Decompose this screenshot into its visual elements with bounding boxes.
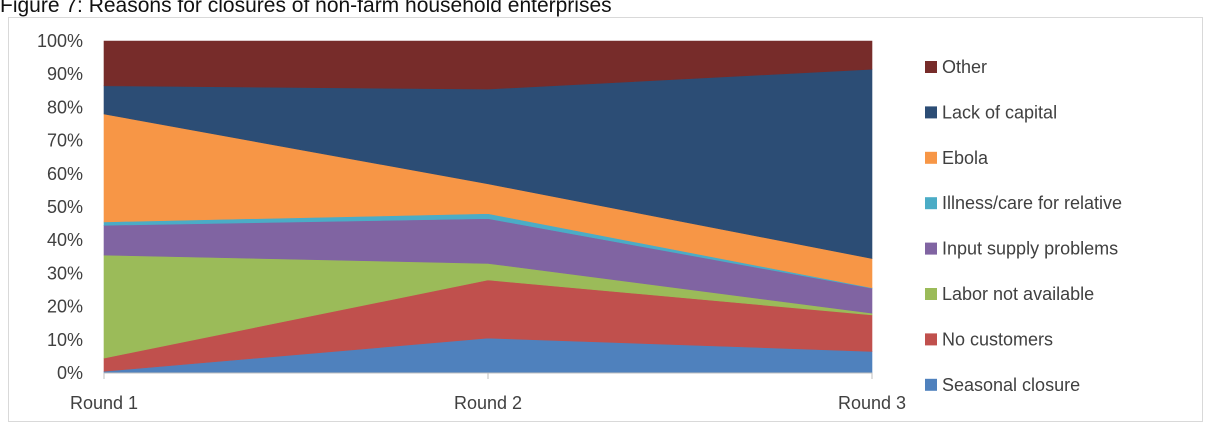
legend-item: Other [925, 57, 987, 77]
y-tick-label: 80% [47, 97, 83, 117]
legend-label: Ebola [942, 148, 989, 168]
y-tick-label: 90% [47, 64, 83, 84]
stacked-area-chart: 0% 10% 20% 30% 40% 50% 60% 70% 80% 90% 100% Round … [37, 31, 1122, 413]
chart-frame: 0% 10% 20% 30% 40% 50% 60% 70% 80% 90% 100% Round … [8, 17, 1203, 422]
y-tick-label: 60% [47, 164, 83, 184]
y-tick-label: 0% [57, 363, 83, 383]
legend-item: Lack of capital [925, 102, 1057, 122]
figure-title: Figure 7: Reasons for closures of non-fa… [0, 0, 612, 17]
legend-label: Illness/care for relative [942, 193, 1122, 213]
legend-swatch [925, 151, 937, 164]
x-axis-ticks: Round 1 Round 2 Round 3 [70, 393, 906, 413]
legend-swatch [925, 61, 937, 73]
legend-label: Other [942, 57, 987, 77]
legend-item: No customers [925, 329, 1053, 349]
y-tick-label: 40% [47, 230, 83, 250]
legend-label: Input supply problems [942, 239, 1118, 259]
area-other [103, 40, 873, 90]
legend: Other Lack of capital Ebola Illness/care fo… [925, 57, 1122, 395]
legend-item: Input supply problems [925, 239, 1118, 259]
legend-item: Labor not available [925, 284, 1094, 304]
legend-label: Seasonal closure [942, 375, 1080, 395]
y-tick-label: 30% [47, 263, 83, 283]
area-layers [103, 40, 873, 374]
legend-item: Illness/care for relative [925, 193, 1122, 213]
y-tick-label: 50% [47, 197, 83, 217]
legend-label: No customers [942, 329, 1053, 349]
legend-swatch [925, 288, 937, 300]
y-tick-label: 10% [47, 330, 83, 350]
y-tick-label: 70% [47, 131, 83, 151]
y-tick-label: 20% [47, 297, 83, 317]
axes [103, 372, 873, 379]
legend-swatch [925, 242, 937, 255]
x-tick-label: Round 2 [454, 393, 522, 413]
legend-item: Seasonal closure [925, 375, 1080, 395]
x-tick-label: Round 3 [838, 393, 906, 413]
legend-label: Lack of capital [942, 102, 1057, 122]
legend-item: Ebola [925, 148, 989, 168]
legend-swatch [925, 106, 937, 119]
legend-swatch [925, 333, 937, 346]
x-tick-label: Round 1 [70, 393, 138, 413]
legend-swatch [925, 378, 937, 391]
legend-swatch [925, 197, 937, 210]
y-tick-label: 100% [37, 31, 83, 51]
y-axis-ticks: 0% 10% 20% 30% 40% 50% 60% 70% 80% 90% 100% [37, 31, 83, 383]
legend-label: Labor not available [942, 284, 1094, 304]
